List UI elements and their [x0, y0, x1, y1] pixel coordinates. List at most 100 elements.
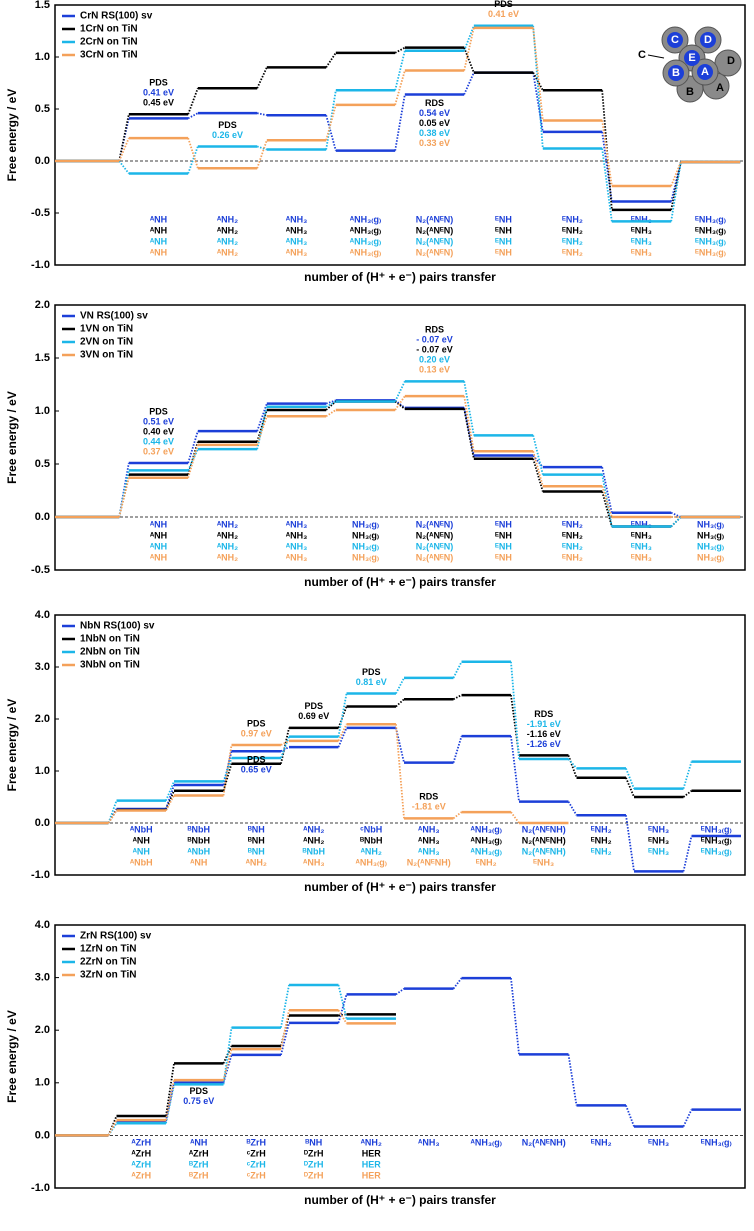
connector: [463, 25, 475, 52]
connector: [395, 677, 405, 694]
step-label: ᴱNH₃₍g₎: [701, 824, 732, 834]
step-label: ᴱNH: [495, 214, 512, 224]
connector: [256, 409, 268, 443]
annotation-value: -1.81 eV: [412, 802, 446, 812]
site: [668, 65, 684, 81]
step-label: ᴱNH₃₍g₎: [695, 236, 726, 246]
y-axis-label: Free energy / eV: [5, 699, 19, 792]
y-tick-label: 3.0: [35, 972, 50, 984]
connector: [567, 758, 578, 769]
connector: [280, 984, 290, 1028]
y-tick-label: -1.0: [31, 259, 50, 271]
annotation-value: 0.69 eV: [298, 711, 329, 721]
connector: [463, 27, 475, 71]
step-label: ᴬNH₂: [361, 846, 382, 856]
site: [667, 32, 683, 48]
connector: [452, 811, 463, 820]
connector: [165, 784, 175, 810]
connector: [256, 139, 268, 169]
connector: [463, 407, 475, 456]
step-label: ᴬNH: [133, 846, 150, 856]
connector: [325, 409, 337, 418]
connector: [670, 161, 682, 222]
connector: [222, 1054, 233, 1084]
step-label: ᴬNH: [190, 857, 207, 867]
connector: [601, 90, 613, 210]
connector: [532, 72, 544, 133]
connector: [280, 1010, 290, 1050]
step-label: ᴱNH₂: [591, 835, 612, 845]
connector: [280, 1022, 290, 1056]
annotation-value: 0.45 eV: [143, 98, 174, 108]
step-label: N₂(ᴬNᴱNH): [522, 1137, 566, 1147]
annotation-value: 0.26 eV: [212, 130, 243, 140]
step-label: ᶜNbH: [360, 824, 382, 834]
connector: [601, 148, 613, 222]
legend-label: 3ZrN on TiN: [80, 970, 136, 981]
plot-frame: [54, 304, 746, 571]
annotation-value: -1.26 eV: [527, 739, 561, 749]
connector: [625, 777, 635, 798]
y-tick-label: -0.5: [31, 207, 50, 219]
step-label: ᴬNH₃₍g₎: [471, 824, 502, 834]
step-label: ᴬNH₃: [286, 552, 308, 562]
legend-label: 1NbN on TiN: [80, 634, 140, 645]
site-label: C: [671, 34, 679, 46]
connector: [510, 978, 520, 1055]
annotation-value: 0.38 eV: [419, 128, 450, 138]
annotation-head: PDS: [494, 0, 513, 9]
step-label: ᴬNH₃: [286, 214, 308, 224]
connector: [325, 400, 337, 408]
step-label: ᴱNH₃: [631, 236, 652, 246]
step-label: ᴱNH₃₍g₎: [695, 214, 726, 224]
connector: [532, 25, 544, 149]
annotation-value: 0.20 eV: [419, 355, 450, 365]
connector: [118, 114, 130, 162]
connector: [325, 400, 337, 411]
legend-label: CrN RS(100) sv: [80, 11, 153, 22]
connector: [601, 120, 613, 187]
annotation-value: 0.33 eV: [419, 138, 450, 148]
step-label: ᴮNH: [248, 835, 265, 845]
y-tick-label: 0.5: [35, 103, 50, 115]
site: [684, 50, 700, 66]
step-label: N₂(ᴬNᴱN): [416, 530, 454, 540]
connector: [187, 112, 199, 120]
y-tick-label: 1.0: [35, 405, 50, 417]
step-label: ᴱNH₃: [631, 247, 652, 257]
annotation-value: 0.65 eV: [241, 765, 272, 775]
step-label: ᶜZrH: [247, 1170, 266, 1180]
step-label: N₂(ᴬNᴱN): [416, 541, 454, 551]
connector: [682, 790, 693, 798]
step-label: N₂(ᴬNᴱNH): [522, 846, 566, 856]
step-label: ᴮNbH: [187, 835, 210, 845]
step-label: NH₃₍g₎: [352, 552, 379, 562]
y-tick-label: -0.5: [31, 564, 50, 576]
step-label: ᴬNH: [133, 835, 150, 845]
step-label: ᴱNH₃: [648, 1137, 669, 1147]
connector: [394, 380, 406, 402]
legend-label: 1CrN on TiN: [80, 24, 138, 35]
annotation-value: 0.37 eV: [143, 446, 174, 456]
step-label: N₂(ᴬNᴱN): [416, 236, 454, 246]
legend-label: 3VN on TiN: [80, 350, 133, 361]
step-label: ᴬNH₂: [217, 247, 238, 257]
step-label: ᴬNH: [150, 225, 167, 235]
step-label: ᴱNH₃: [631, 530, 652, 540]
connector: [165, 781, 175, 801]
connector: [118, 160, 130, 175]
step-label: N₂(ᴬNᴱN): [416, 225, 454, 235]
annotation-value: 0.44 eV: [143, 436, 174, 446]
site-label: C: [638, 49, 646, 61]
step-label: NH₃₍g₎: [352, 530, 379, 540]
step-label: ᴬNH₃: [286, 225, 308, 235]
step-label: HER: [362, 1170, 382, 1180]
step-label: ᴮNbH: [302, 846, 325, 856]
site-label: B: [686, 86, 694, 98]
connector: [532, 451, 544, 487]
connector: [395, 987, 405, 996]
annotation-value: - 0.07 eV: [416, 345, 453, 355]
step-label: ᴱNH₃: [631, 214, 652, 224]
